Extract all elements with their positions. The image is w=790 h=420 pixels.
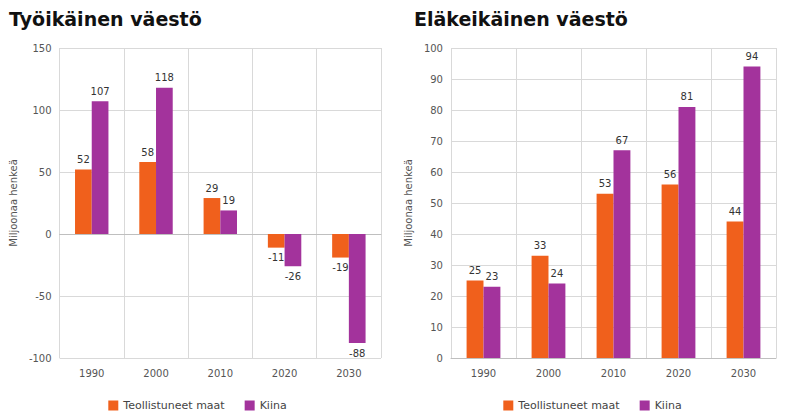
svg-text:81: 81 [681, 91, 694, 102]
svg-text:50: 50 [39, 167, 52, 178]
svg-text:60: 60 [430, 167, 443, 178]
svg-text:Miljoonaa henkeä: Miljoonaa henkeä [8, 159, 19, 247]
svg-text:20: 20 [430, 291, 443, 302]
svg-text:100: 100 [33, 105, 52, 116]
svg-text:2020: 2020 [272, 368, 297, 379]
svg-text:2020: 2020 [666, 368, 691, 379]
svg-text:44: 44 [729, 206, 742, 217]
svg-text:40: 40 [430, 229, 443, 240]
svg-text:30: 30 [430, 260, 443, 271]
svg-text:Miljoonaa henkeä: Miljoonaa henkeä [403, 159, 414, 247]
svg-text:107: 107 [91, 86, 110, 97]
svg-text:33: 33 [534, 240, 547, 251]
svg-text:67: 67 [616, 135, 629, 146]
svg-text:53: 53 [599, 178, 612, 189]
svg-text:150: 150 [33, 43, 52, 54]
svg-text:50: 50 [430, 198, 443, 209]
svg-text:Kiina: Kiina [260, 399, 287, 412]
svg-text:2030: 2030 [731, 368, 756, 379]
svg-text:19: 19 [222, 195, 235, 206]
svg-text:80: 80 [430, 105, 443, 116]
svg-text:29: 29 [206, 183, 219, 194]
svg-text:0: 0 [437, 353, 443, 364]
svg-text:-50: -50 [35, 291, 51, 302]
svg-text:Teollistuneet maat: Teollistuneet maat [122, 399, 225, 412]
svg-text:2000: 2000 [143, 368, 168, 379]
svg-text:52: 52 [77, 154, 90, 165]
svg-text:1990: 1990 [471, 368, 496, 379]
svg-text:-88: -88 [349, 348, 365, 359]
svg-text:0: 0 [45, 229, 51, 240]
svg-text:-100: -100 [29, 353, 52, 364]
svg-text:Eläkeikäinen väestö: Eläkeikäinen väestö [414, 8, 628, 30]
svg-text:100: 100 [424, 43, 443, 54]
svg-text:-26: -26 [285, 271, 301, 282]
svg-text:70: 70 [430, 136, 443, 147]
svg-text:94: 94 [746, 51, 759, 62]
svg-text:2000: 2000 [536, 368, 561, 379]
svg-text:10: 10 [430, 322, 443, 333]
svg-text:118: 118 [155, 72, 174, 83]
svg-text:2010: 2010 [208, 368, 233, 379]
svg-text:24: 24 [551, 268, 564, 279]
svg-text:-19: -19 [332, 262, 348, 273]
svg-text:90: 90 [430, 74, 443, 85]
svg-text:58: 58 [141, 147, 154, 158]
svg-text:-11: -11 [268, 252, 284, 263]
svg-text:2030: 2030 [336, 368, 361, 379]
svg-text:Teollistuneet maat: Teollistuneet maat [517, 399, 620, 412]
svg-text:Työikäinen väestö: Työikäinen väestö [9, 8, 202, 30]
svg-text:1990: 1990 [79, 368, 104, 379]
svg-text:25: 25 [469, 265, 482, 276]
svg-text:Kiina: Kiina [655, 399, 682, 412]
svg-text:2010: 2010 [601, 368, 626, 379]
svg-text:23: 23 [486, 271, 499, 282]
svg-text:56: 56 [664, 169, 677, 180]
